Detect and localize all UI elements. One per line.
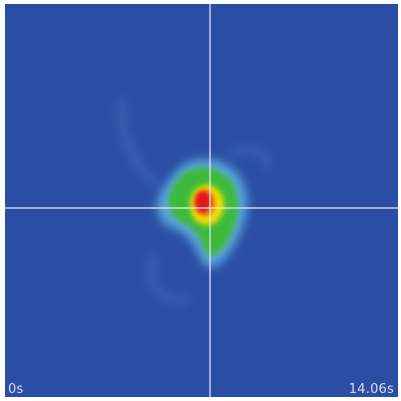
heat-hot-core bbox=[195, 191, 211, 213]
faint-trails bbox=[116, 98, 272, 305]
heatmap-view: 0s 14.06s bbox=[5, 4, 398, 397]
heatmap-canvas bbox=[5, 4, 398, 397]
time-end-label: 14.06s bbox=[348, 382, 394, 397]
time-start-label: 0s bbox=[8, 382, 24, 397]
